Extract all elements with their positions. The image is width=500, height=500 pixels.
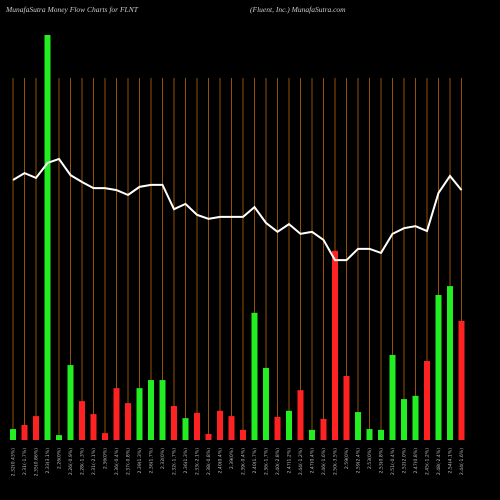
x-tick-label: 2.36(1.3%): [183, 448, 189, 474]
x-tick-label: 2.35(0.86%): [34, 448, 40, 477]
x-tick-label: 2.45(-1.2%): [425, 448, 431, 475]
x-tick-label: 2.33(-2.1%): [195, 448, 201, 475]
x-tick-label: 2.59(0%): [344, 448, 350, 469]
x-tick-label: 2.53(0%): [367, 448, 373, 469]
bar: [412, 395, 419, 440]
bar: [217, 410, 223, 440]
bar: [67, 365, 74, 440]
bar: [435, 295, 442, 440]
bar: [90, 414, 97, 440]
x-tick-label: 2.32(0.43%): [11, 448, 17, 477]
x-tick-label: 2.36(1.7%): [149, 448, 155, 474]
x-tick-label: 2.44(-1.2%): [298, 448, 304, 475]
bar: [33, 416, 39, 440]
x-tick-label: 2.44(-1.6%): [459, 448, 465, 475]
x-tick-label: 2.50(-3.5%): [333, 448, 339, 475]
x-tick-label: 2.39(0%): [229, 448, 235, 469]
bar: [44, 35, 51, 440]
x-tick-label: 2.26(-0.9%): [68, 448, 74, 475]
bar: [320, 418, 327, 440]
bar: [113, 388, 120, 440]
bar: [458, 320, 465, 440]
x-tick-label: 2.53(0.8%): [379, 448, 385, 474]
x-tick-label: 2.32(-1.7%): [172, 448, 178, 475]
x-tick-label: 2.48(-2.4%): [436, 448, 442, 475]
bar: [389, 354, 396, 440]
x-tick-label: 2.47(0.4%): [310, 448, 316, 474]
bar: [159, 380, 166, 440]
x-tick-label: 2.39(1.3%): [137, 448, 143, 474]
x-tick-label: 2.33(3.1%): [45, 448, 51, 474]
x-tick-label: 2.54(4.1%): [448, 448, 454, 474]
chart-title: MunafaSutra Money Flow Charts for FLNT: [5, 5, 139, 14]
bar: [378, 429, 384, 440]
bar: [424, 361, 430, 440]
x-tick-label: 2.39(-0.4%): [241, 448, 247, 475]
x-tick-label: 2.59(2.4%): [356, 448, 362, 474]
x-tick-label: 2.38(-0.8%): [206, 448, 212, 475]
bar: [10, 429, 16, 440]
x-tick-label: 2.46(-1.6%): [321, 448, 327, 475]
x-tick-label: 2.40(0.4%): [218, 448, 224, 474]
bar: [297, 390, 304, 440]
x-tick-label: 2.36(-0.4%): [114, 448, 120, 475]
bar: [447, 286, 453, 440]
bar: [228, 416, 235, 440]
bar: [274, 416, 281, 440]
x-tick-label: 2.40(-2.8%): [275, 448, 281, 475]
bar: [125, 403, 131, 440]
bar: [366, 429, 373, 440]
x-tick-label: 2.36(-1.7%): [264, 448, 270, 475]
bar: [251, 312, 258, 440]
bar: [148, 380, 154, 440]
bar: [171, 405, 177, 440]
x-tick-label: 2.26(0%): [57, 448, 63, 469]
x-tick-label: 2.31(-1.7%): [22, 448, 28, 475]
bar: [79, 401, 85, 440]
bar: [136, 388, 143, 440]
bar: [343, 376, 350, 440]
price-line: [12, 157, 463, 262]
bar: [240, 429, 246, 440]
bar: [263, 367, 269, 440]
x-tick-label: 2.52(2.0%): [402, 448, 408, 474]
bar: [355, 412, 361, 440]
chart-subtitle: (Fluent, Inc.) MunafaSutra.com: [250, 5, 346, 14]
bar: [286, 410, 292, 440]
x-tick-label: 2.31(-2.1%): [91, 448, 97, 475]
x-tick-label: 2.36(0%): [103, 448, 109, 469]
bar: [194, 412, 200, 440]
x-tick-label: 2.47(1.2%): [287, 448, 293, 474]
x-tick-label: 2.28(-1.3%): [80, 448, 86, 475]
x-tick-label: 2.47(0.8%): [413, 448, 419, 474]
x-tick-label: 2.51(-0.4%): [390, 448, 396, 475]
x-tick-label: 2.40(1.7%): [252, 448, 258, 474]
bar: [182, 418, 189, 440]
x-tick-label: 2.37(-0.8%): [126, 448, 132, 475]
bar: [205, 433, 212, 440]
bar: [21, 425, 28, 440]
bar: [56, 435, 62, 440]
x-tick-label: 2.32(0%): [160, 448, 166, 469]
bar: [401, 399, 407, 440]
bar: [102, 433, 108, 440]
bar: [309, 429, 315, 440]
bar: [332, 250, 338, 440]
